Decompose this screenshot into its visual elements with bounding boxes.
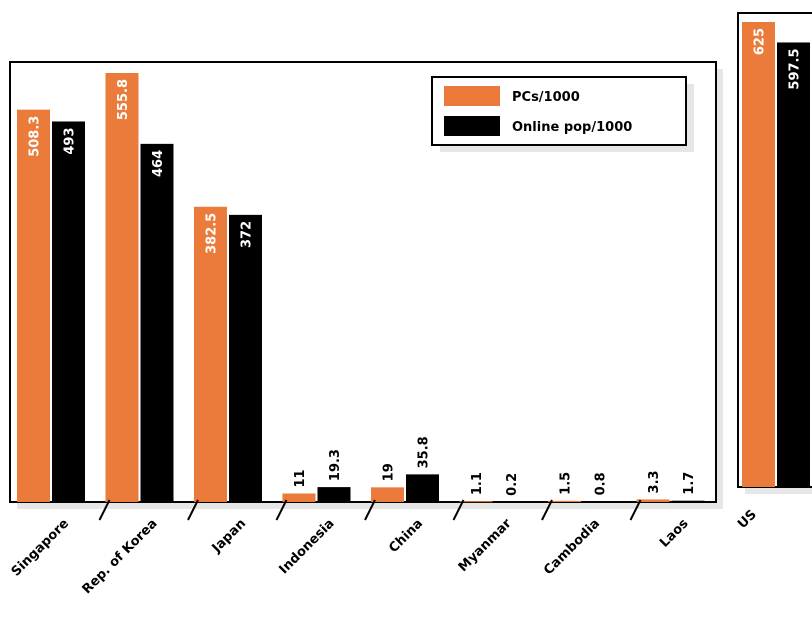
value-label-indonesia-pcs: 11 — [293, 469, 308, 487]
value-label-laos-pcs: 3.3 — [647, 470, 662, 493]
bar-myanmar-online — [494, 501, 528, 503]
category-label-rep-of-korea: Rep. of Korea — [80, 516, 161, 597]
value-label-us-pcs: 625 — [753, 28, 768, 55]
legend-label-online: Online pop/1000 — [512, 120, 632, 135]
bar-cambodia-pcs — [548, 500, 581, 502]
bar-indonesia-online — [317, 487, 351, 502]
value-label-laos-online: 1.7 — [682, 472, 697, 495]
main-bars: 508.3 493 555.8 464 382.5 372 11 19.3 19 35.8 1.1 0… — [17, 73, 705, 503]
category-label-us: US — [735, 507, 760, 532]
us-category-labels: US — [735, 507, 760, 532]
category-label-singapore: Singapore — [9, 516, 72, 579]
bar-china-pcs — [371, 487, 404, 502]
value-label-japan-pcs: 382.5 — [205, 213, 220, 254]
category-label-indonesia: Indonesia — [277, 516, 338, 577]
category-label-cambodia: Cambodia — [541, 516, 603, 578]
value-label-china-pcs: 19 — [382, 463, 397, 481]
legend-label-pcs: PCs/1000 — [512, 90, 580, 105]
value-label-china-online: 35.8 — [417, 436, 432, 468]
main-category-ticks — [98, 499, 642, 521]
category-separator-tick — [452, 499, 465, 521]
value-label-cambodia-online: 0.8 — [594, 472, 609, 495]
category-separator-tick — [629, 499, 642, 521]
bar-us-pcs — [742, 22, 775, 487]
category-separator-tick — [187, 499, 199, 521]
bar-indonesia-pcs — [282, 493, 316, 502]
legend-swatch-pcs — [444, 86, 500, 106]
value-label-cambodia-pcs: 1.5 — [559, 472, 574, 495]
category-label-myanmar: Myanmar — [456, 516, 515, 575]
value-label-us-online: 597.5 — [788, 48, 803, 89]
us-chart-panel: 625 597.5 US — [735, 12, 812, 532]
value-label-singapore-pcs: 508.3 — [28, 116, 43, 157]
bar-laos-pcs — [636, 499, 670, 502]
bar-china-online — [406, 474, 439, 502]
bar-japan-online — [229, 214, 262, 503]
us-bars: 625 597.5 — [742, 22, 810, 488]
value-label-japan-online: 372 — [240, 221, 255, 248]
value-label-myanmar-online: 0.2 — [505, 473, 520, 496]
legend-swatch-online — [444, 116, 500, 136]
bar-myanmar-pcs — [459, 501, 493, 503]
value-label-rep-of-korea-pcs: 555.8 — [116, 79, 131, 120]
category-label-japan: Japan — [209, 516, 249, 556]
main-chart-panel: 508.3 493 555.8 464 382.5 372 11 19.3 19 35.8 1.1 0… — [9, 61, 723, 597]
value-label-rep-of-korea-online: 464 — [151, 150, 166, 177]
bar-cambodia-online — [583, 501, 616, 503]
category-separator-tick — [364, 499, 376, 521]
bar-rep-of-korea-online — [140, 143, 174, 502]
bar-rep-of-korea-pcs — [105, 73, 139, 502]
legend: PCs/1000 Online pop/1000 — [431, 76, 694, 152]
value-label-myanmar-pcs: 1.1 — [470, 472, 485, 495]
bar-singapore-online — [52, 121, 85, 502]
category-separator-tick — [275, 499, 288, 521]
category-label-laos: Laos — [657, 516, 692, 551]
main-category-labels: Singapore Rep. of Korea Japan Indonesia Chin… — [9, 516, 692, 597]
category-separator-tick — [98, 499, 111, 521]
category-label-china: China — [386, 516, 426, 556]
bar-laos-online — [671, 500, 705, 502]
bar-singapore-pcs — [17, 109, 50, 503]
value-label-indonesia-online: 19.3 — [328, 449, 343, 481]
bar-us-online — [777, 42, 810, 488]
value-label-singapore-online: 493 — [63, 127, 78, 154]
bar-japan-pcs — [194, 206, 227, 502]
category-separator-tick — [541, 499, 553, 521]
